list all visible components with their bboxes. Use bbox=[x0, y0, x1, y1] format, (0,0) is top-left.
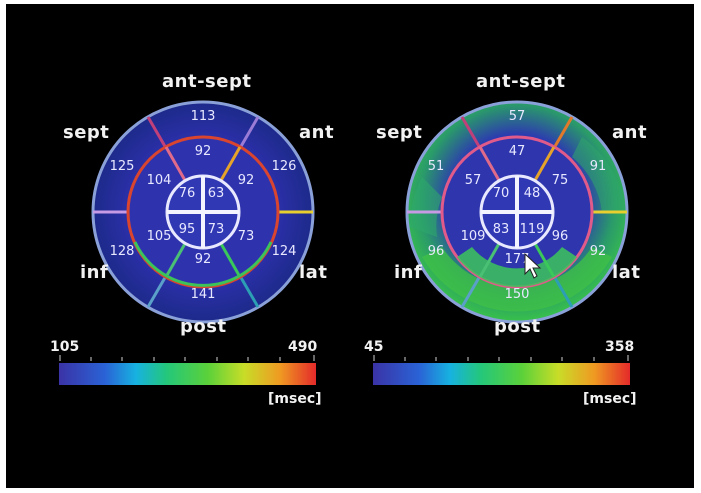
left-label-ant-sept: ant-sept bbox=[162, 71, 252, 92]
left-basal-value: 126 bbox=[272, 159, 297, 174]
right-basal-value: 51 bbox=[428, 159, 445, 174]
left-apical-value: 76 bbox=[179, 186, 196, 201]
left-mid-ring-lower-edge bbox=[133, 241, 273, 287]
right-plot-green-left-region bbox=[410, 177, 442, 237]
left-apical-value: 95 bbox=[179, 222, 196, 237]
right-scale-min: 45 bbox=[364, 339, 384, 355]
left-scale-max: 490 bbox=[288, 339, 318, 355]
left-label-lat: lat bbox=[299, 262, 328, 283]
right-basal-value: 92 bbox=[590, 244, 607, 259]
left-scale-unit: [msec] bbox=[268, 391, 322, 407]
right-mid-value: 47 bbox=[509, 144, 526, 159]
right-label-ant: ant bbox=[612, 122, 648, 143]
right-apical-value: 48 bbox=[524, 186, 541, 201]
right-mid-ring-green-region bbox=[457, 247, 577, 287]
right-colorbar bbox=[373, 355, 630, 385]
left-mid-value: 73 bbox=[238, 229, 255, 244]
right-basal-value: 91 bbox=[590, 159, 607, 174]
left-basal-value: 141 bbox=[191, 287, 216, 302]
right-mid-value: 75 bbox=[552, 173, 569, 188]
right-label-post: post bbox=[494, 316, 541, 337]
right-apical-value: 70 bbox=[493, 186, 510, 201]
right-bullseye-plot[interactable]: 57 91 92 150 96 51 47 75 96 177 109 57 4… bbox=[402, 97, 632, 327]
right-basal-value: 96 bbox=[428, 244, 445, 259]
left-scale-min: 105 bbox=[50, 339, 80, 355]
right-basal-value: 57 bbox=[509, 109, 526, 124]
right-scale-unit: [msec] bbox=[583, 391, 637, 407]
right-label-lat: lat bbox=[612, 262, 641, 283]
left-bullseye-plot[interactable]: 113 126 124 141 128 125 92 92 73 92 105 … bbox=[88, 97, 318, 327]
left-basal-value: 128 bbox=[110, 244, 135, 259]
left-mid-value: 92 bbox=[238, 173, 255, 188]
right-mid-value: 96 bbox=[552, 229, 569, 244]
right-label-sept: sept bbox=[376, 122, 423, 143]
left-label-sept: sept bbox=[63, 122, 110, 143]
right-label-ant-sept: ant-sept bbox=[476, 71, 566, 92]
left-apical-value: 63 bbox=[208, 186, 225, 201]
right-basal-value: 150 bbox=[505, 287, 530, 302]
right-mid-value: 109 bbox=[461, 229, 486, 244]
right-plot-green-right-region bbox=[572, 137, 626, 212]
right-label-inf: inf bbox=[394, 262, 423, 283]
left-label-ant: ant bbox=[299, 122, 335, 143]
left-colorbar bbox=[59, 355, 316, 385]
left-apical-value: 73 bbox=[208, 222, 225, 237]
right-apical-value: 119 bbox=[520, 222, 545, 237]
left-basal-value: 124 bbox=[272, 244, 297, 259]
left-mid-value: 92 bbox=[195, 252, 212, 267]
left-label-post: post bbox=[180, 316, 227, 337]
left-mid-value: 92 bbox=[195, 144, 212, 159]
right-mid-value: 177 bbox=[505, 252, 530, 267]
left-basal-value: 125 bbox=[110, 159, 135, 174]
mouse-cursor-icon bbox=[524, 252, 542, 279]
left-mid-value: 105 bbox=[147, 229, 172, 244]
right-mid-value: 57 bbox=[465, 173, 482, 188]
left-label-inf: inf bbox=[80, 262, 109, 283]
right-scale-max: 358 bbox=[605, 339, 635, 355]
right-apical-value: 83 bbox=[493, 222, 510, 237]
left-basal-value: 113 bbox=[191, 109, 216, 124]
left-mid-value: 104 bbox=[147, 173, 172, 188]
